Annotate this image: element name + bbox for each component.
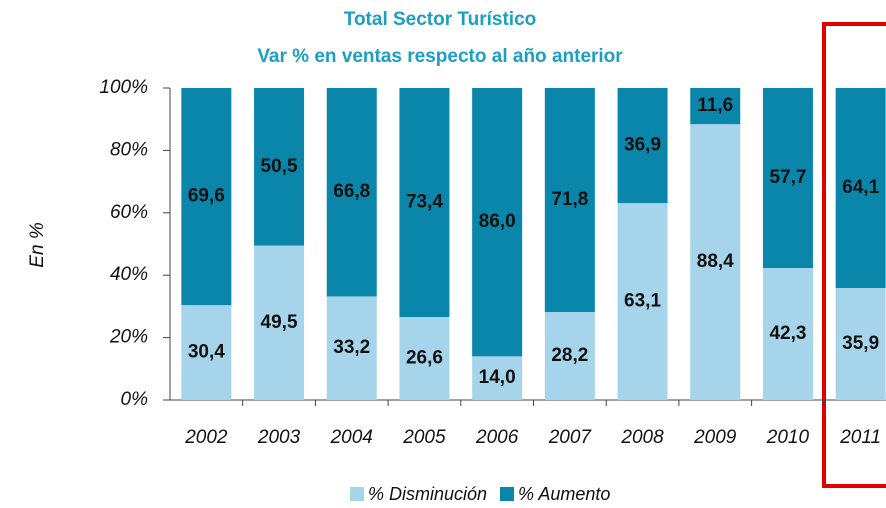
- y-tick-label: 40%: [110, 264, 148, 285]
- x-tick-label: 2005: [402, 427, 446, 448]
- bar-segment: [254, 245, 305, 400]
- value-label: 11,6: [697, 95, 733, 116]
- legend-label: % Disminución: [368, 484, 487, 504]
- x-tick-label: 2002: [184, 427, 228, 448]
- x-tick-label: 2008: [620, 427, 664, 448]
- legend-swatch: [350, 487, 364, 501]
- bar-segment: [835, 88, 886, 288]
- value-label: 26,6: [406, 348, 443, 369]
- value-label: 69,6: [188, 186, 225, 207]
- y-tick-label: 80%: [110, 139, 148, 160]
- bar-segment: [326, 88, 377, 297]
- bar-segment: [181, 305, 232, 400]
- value-label: 50,5: [261, 156, 298, 177]
- value-label: 63,1: [624, 291, 661, 312]
- bar-segment: [762, 268, 813, 400]
- bar-segment: [690, 88, 741, 125]
- highlight-box: [822, 22, 886, 488]
- value-label: 28,2: [551, 345, 588, 366]
- value-label: 33,2: [333, 337, 370, 358]
- y-tick-label: 60%: [110, 202, 148, 223]
- chart-subtitle: Var % en ventas respecto al año anterior: [257, 46, 623, 67]
- value-label: 30,4: [188, 342, 225, 363]
- bar-segment: [399, 88, 450, 318]
- x-tick-label: 2006: [475, 427, 519, 448]
- value-label: 49,5: [261, 312, 298, 333]
- bar-segment: [690, 124, 741, 400]
- bar-segment: [472, 88, 523, 357]
- x-tick-label: 2011: [839, 427, 881, 448]
- bar-segment: [181, 88, 232, 306]
- x-tick-label: 2003: [257, 427, 301, 448]
- value-label: 42,3: [769, 323, 806, 344]
- value-label: 66,8: [333, 181, 370, 202]
- legend-swatch: [500, 487, 514, 501]
- value-label: 35,9: [842, 333, 879, 354]
- legend-label: % Aumento: [518, 484, 610, 504]
- bar-segment: [544, 88, 595, 313]
- value-label: 57,7: [769, 167, 806, 188]
- bar-segment: [399, 317, 450, 400]
- value-label: 64,1: [842, 177, 879, 198]
- y-tick-label: 0%: [121, 389, 149, 410]
- value-label: 86,0: [479, 211, 516, 232]
- bar-segment: [617, 88, 668, 204]
- value-label: 14,0: [479, 367, 516, 388]
- bar-segment: [835, 287, 886, 400]
- x-tick-label: 2010: [766, 427, 810, 448]
- bar-segment: [254, 88, 305, 246]
- bar-segment: [472, 356, 523, 400]
- y-tick-label: 20%: [109, 327, 148, 348]
- value-label: 73,4: [406, 192, 443, 213]
- x-tick-label: 2007: [548, 427, 593, 448]
- bar-segment: [326, 296, 377, 400]
- x-tick-label: 2009: [693, 427, 737, 448]
- chart-title: Total Sector Turístico: [344, 9, 537, 30]
- bar-segment: [544, 312, 595, 400]
- y-tick-label: 100%: [99, 77, 148, 98]
- value-label: 36,9: [624, 135, 661, 156]
- bar-segment: [762, 88, 813, 269]
- x-tick-label: 2004: [330, 427, 373, 448]
- bar-segment: [617, 203, 668, 400]
- value-label: 71,8: [551, 189, 588, 210]
- y-axis-label: En %: [27, 222, 48, 268]
- value-label: 88,4: [697, 251, 734, 272]
